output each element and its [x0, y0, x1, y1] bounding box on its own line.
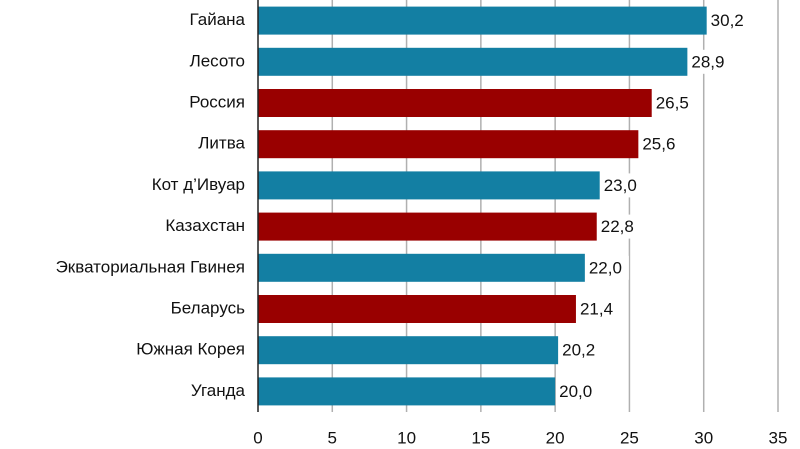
value-label: 22,0 [589, 258, 622, 277]
x-tick-label: 10 [397, 428, 416, 447]
value-label-bg [640, 132, 683, 157]
value-label: 28,9 [691, 52, 724, 71]
value-label: 25,6 [642, 135, 675, 154]
value-label-bg [560, 338, 603, 363]
value-label: 30,2 [711, 11, 744, 30]
value-label: 21,4 [580, 299, 613, 318]
y-tick-label: Уганда [191, 381, 246, 400]
y-tick-label: Россия [189, 92, 245, 111]
value-label: 23,0 [604, 176, 637, 195]
y-tick-label: Казахстан [165, 216, 245, 235]
bar [258, 171, 600, 200]
x-tick-label: 35 [769, 428, 788, 447]
value-label-bg [598, 214, 641, 239]
y-tick-label: Беларусь [171, 298, 245, 317]
y-tick-label: Экваториальная Гвинея [56, 257, 245, 276]
bar [258, 295, 576, 323]
bar [258, 89, 652, 117]
y-tick-label: Лесото [190, 51, 245, 70]
x-tick-label: 0 [253, 428, 262, 447]
bar [258, 336, 559, 365]
x-tick-label: 15 [471, 428, 490, 447]
x-tick-label: 30 [694, 428, 713, 447]
bar [258, 6, 707, 35]
bar [258, 47, 688, 76]
value-label-bg [653, 91, 696, 115]
x-tick-label: 5 [328, 428, 337, 447]
value-label-bg [708, 8, 751, 33]
bar [258, 377, 556, 406]
y-tick-label: Южная Корея [136, 340, 245, 359]
value-label: 20,2 [562, 341, 595, 360]
y-tick-label: Гайана [190, 10, 246, 29]
value-label: 20,0 [559, 382, 592, 401]
value-label-bg [601, 173, 644, 198]
value-label-bg [577, 297, 620, 321]
value-label: 22,8 [601, 217, 634, 236]
bar [258, 212, 597, 241]
value-label-bg [557, 379, 600, 404]
value-label-bg [586, 255, 629, 280]
y-tick-label: Литва [198, 134, 245, 153]
value-label-bg [689, 49, 732, 74]
bar [258, 253, 585, 282]
x-tick-label: 25 [620, 428, 639, 447]
bar [258, 130, 639, 159]
value-label: 26,5 [656, 93, 689, 112]
y-tick-label: Кот д’Ивуар [152, 175, 245, 194]
x-tick-label: 20 [546, 428, 565, 447]
